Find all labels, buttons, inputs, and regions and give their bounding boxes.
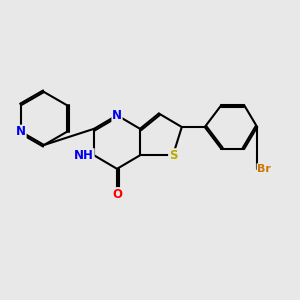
Text: S: S [169,149,177,162]
Text: NH: NH [74,149,94,162]
Text: N: N [112,109,122,122]
Text: Br: Br [257,164,271,174]
Text: N: N [16,125,26,138]
Text: O: O [112,188,122,201]
